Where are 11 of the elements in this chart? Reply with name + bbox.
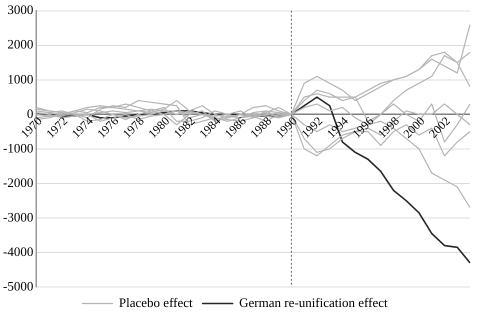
legend-label: German re-unification effect [239, 294, 388, 310]
y-tick-label: 2000 [7, 36, 34, 52]
y-tick-label: -5000 [2, 278, 34, 294]
y-tick-label: -1000 [2, 140, 34, 156]
y-tick-label: 1000 [7, 71, 34, 86]
y-tick-label: 3000 [7, 2, 34, 18]
y-tick-label: -4000 [2, 244, 34, 259]
y-tick-label: -3000 [2, 209, 34, 224]
legend-label: Placebo effect [118, 294, 194, 310]
y-tick-label: 0 [26, 106, 34, 121]
y-tick-label: -2000 [2, 174, 34, 190]
